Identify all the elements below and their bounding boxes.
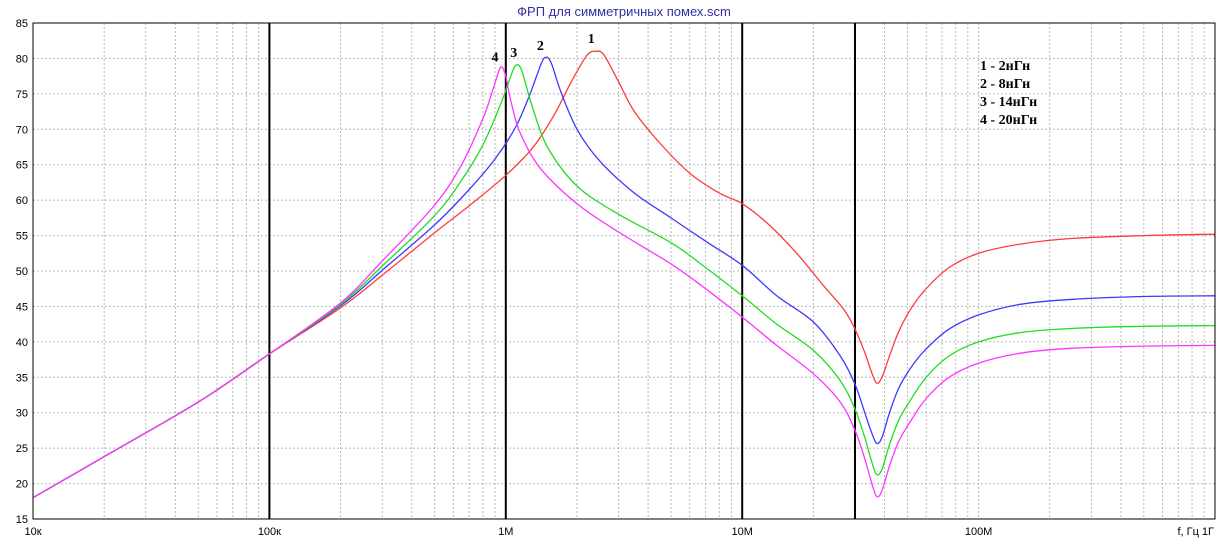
- series-layer: [32, 50, 1216, 499]
- y-tick-label: 35: [16, 372, 28, 384]
- x-tick-label: 100M: [965, 526, 993, 538]
- chart-title: ФРП для симметричных помех.scm: [517, 4, 731, 19]
- series-line-4: [32, 66, 1216, 499]
- y-tick-label: 50: [16, 266, 28, 278]
- y-tick-label: 15: [16, 514, 28, 526]
- plot-frame: [32, 22, 1216, 520]
- series-line-1: [32, 50, 1216, 499]
- x-tick-label: 10M: [731, 526, 752, 538]
- y-tick-label: 40: [16, 337, 28, 349]
- y-tick-label: 70: [16, 124, 28, 136]
- y-tick-label: 55: [16, 231, 28, 243]
- y-tick-label: 65: [16, 160, 28, 172]
- y-tick-label: 45: [16, 301, 28, 313]
- series-line-2: [32, 56, 1216, 499]
- y-tick-label: 85: [16, 18, 28, 30]
- reference-lines: [268, 23, 856, 519]
- series-line-3: [32, 64, 1216, 499]
- x-tick-label: 100к: [258, 526, 281, 538]
- curve-label-3: 3: [510, 46, 517, 61]
- y-tick-label: 20: [16, 479, 28, 491]
- legend: 1 - 2нГн 2 - 8нГн 3 - 14нГн 4 - 20нГн: [980, 59, 1037, 128]
- x-tick-label: f, Гц 1Г: [1177, 526, 1214, 538]
- y-tick-label: 60: [16, 195, 28, 207]
- y-tick-label: 75: [16, 89, 28, 101]
- curve-label-2: 2: [537, 39, 544, 54]
- legend-entry: 3 - 14нГн: [980, 95, 1037, 110]
- curve-label-1: 1: [588, 32, 595, 47]
- curve-label-4: 4: [491, 50, 498, 65]
- y-tick-label: 80: [16, 53, 28, 65]
- axes: 15 20 25 30 35 40 45 50 55 60 65 70 75 80 85 10к 100к 1M 1…: [16, 18, 1216, 538]
- legend-entry: 2 - 8нГн: [980, 77, 1030, 92]
- x-tick-label: 10к: [24, 526, 41, 538]
- legend-entry: 1 - 2нГн: [980, 59, 1030, 74]
- y-tick-label: 30: [16, 408, 28, 420]
- y-tick-label: 25: [16, 443, 28, 455]
- x-tick-label: 1M: [498, 526, 513, 538]
- curve-labels: 1 2 34: [491, 32, 594, 65]
- legend-entry: 4 - 20нГн: [980, 113, 1037, 128]
- grid-layer: [33, 22, 1215, 520]
